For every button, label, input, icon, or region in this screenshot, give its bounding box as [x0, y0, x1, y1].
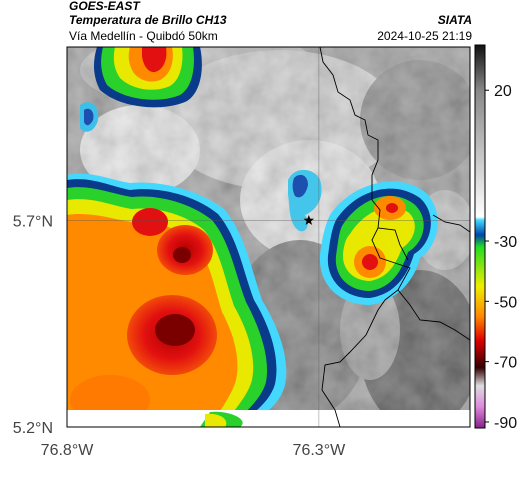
storm-cell-central — [288, 169, 322, 232]
map-frame — [66, 46, 471, 428]
map-subtitle: Vía Medellín - Quibdó 50km — [69, 29, 218, 43]
satellite-label: GOES-EAST — [69, 0, 140, 13]
map-field — [67, 47, 470, 427]
map-title: Temperatura de Brillo CH13 — [69, 13, 227, 27]
lon-tick-label: 76.3°W — [293, 442, 347, 459]
colorbar-label: -30 — [494, 234, 517, 251]
timestamp-label: 2024-10-25 21:19 — [377, 29, 472, 43]
lat-tick-label: 5.7°N — [13, 213, 53, 230]
lon-tick-label: 76.8°W — [41, 442, 95, 459]
gridlines — [67, 47, 470, 427]
colorbar: 20 -30 -50 -70 -90 — [474, 44, 517, 432]
colorbar-label: -50 — [494, 294, 517, 311]
storm-cell-southwest — [67, 173, 287, 427]
location-marker-star — [303, 214, 315, 225]
colorbar-label: 20 — [494, 83, 512, 100]
storm-cell-east — [319, 181, 438, 305]
colorbar-label: -90 — [494, 415, 517, 432]
organization-label: SIATA — [437, 13, 472, 27]
storm-cell-north — [93, 47, 202, 108]
colorbar-label: -70 — [494, 355, 517, 372]
boundary-line — [319, 47, 411, 427]
lat-tick-label: 5.2°N — [13, 420, 53, 437]
